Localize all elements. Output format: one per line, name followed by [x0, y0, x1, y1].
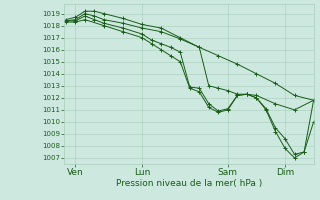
X-axis label: Pression niveau de la mer( hPa ): Pression niveau de la mer( hPa ) [116, 179, 262, 188]
